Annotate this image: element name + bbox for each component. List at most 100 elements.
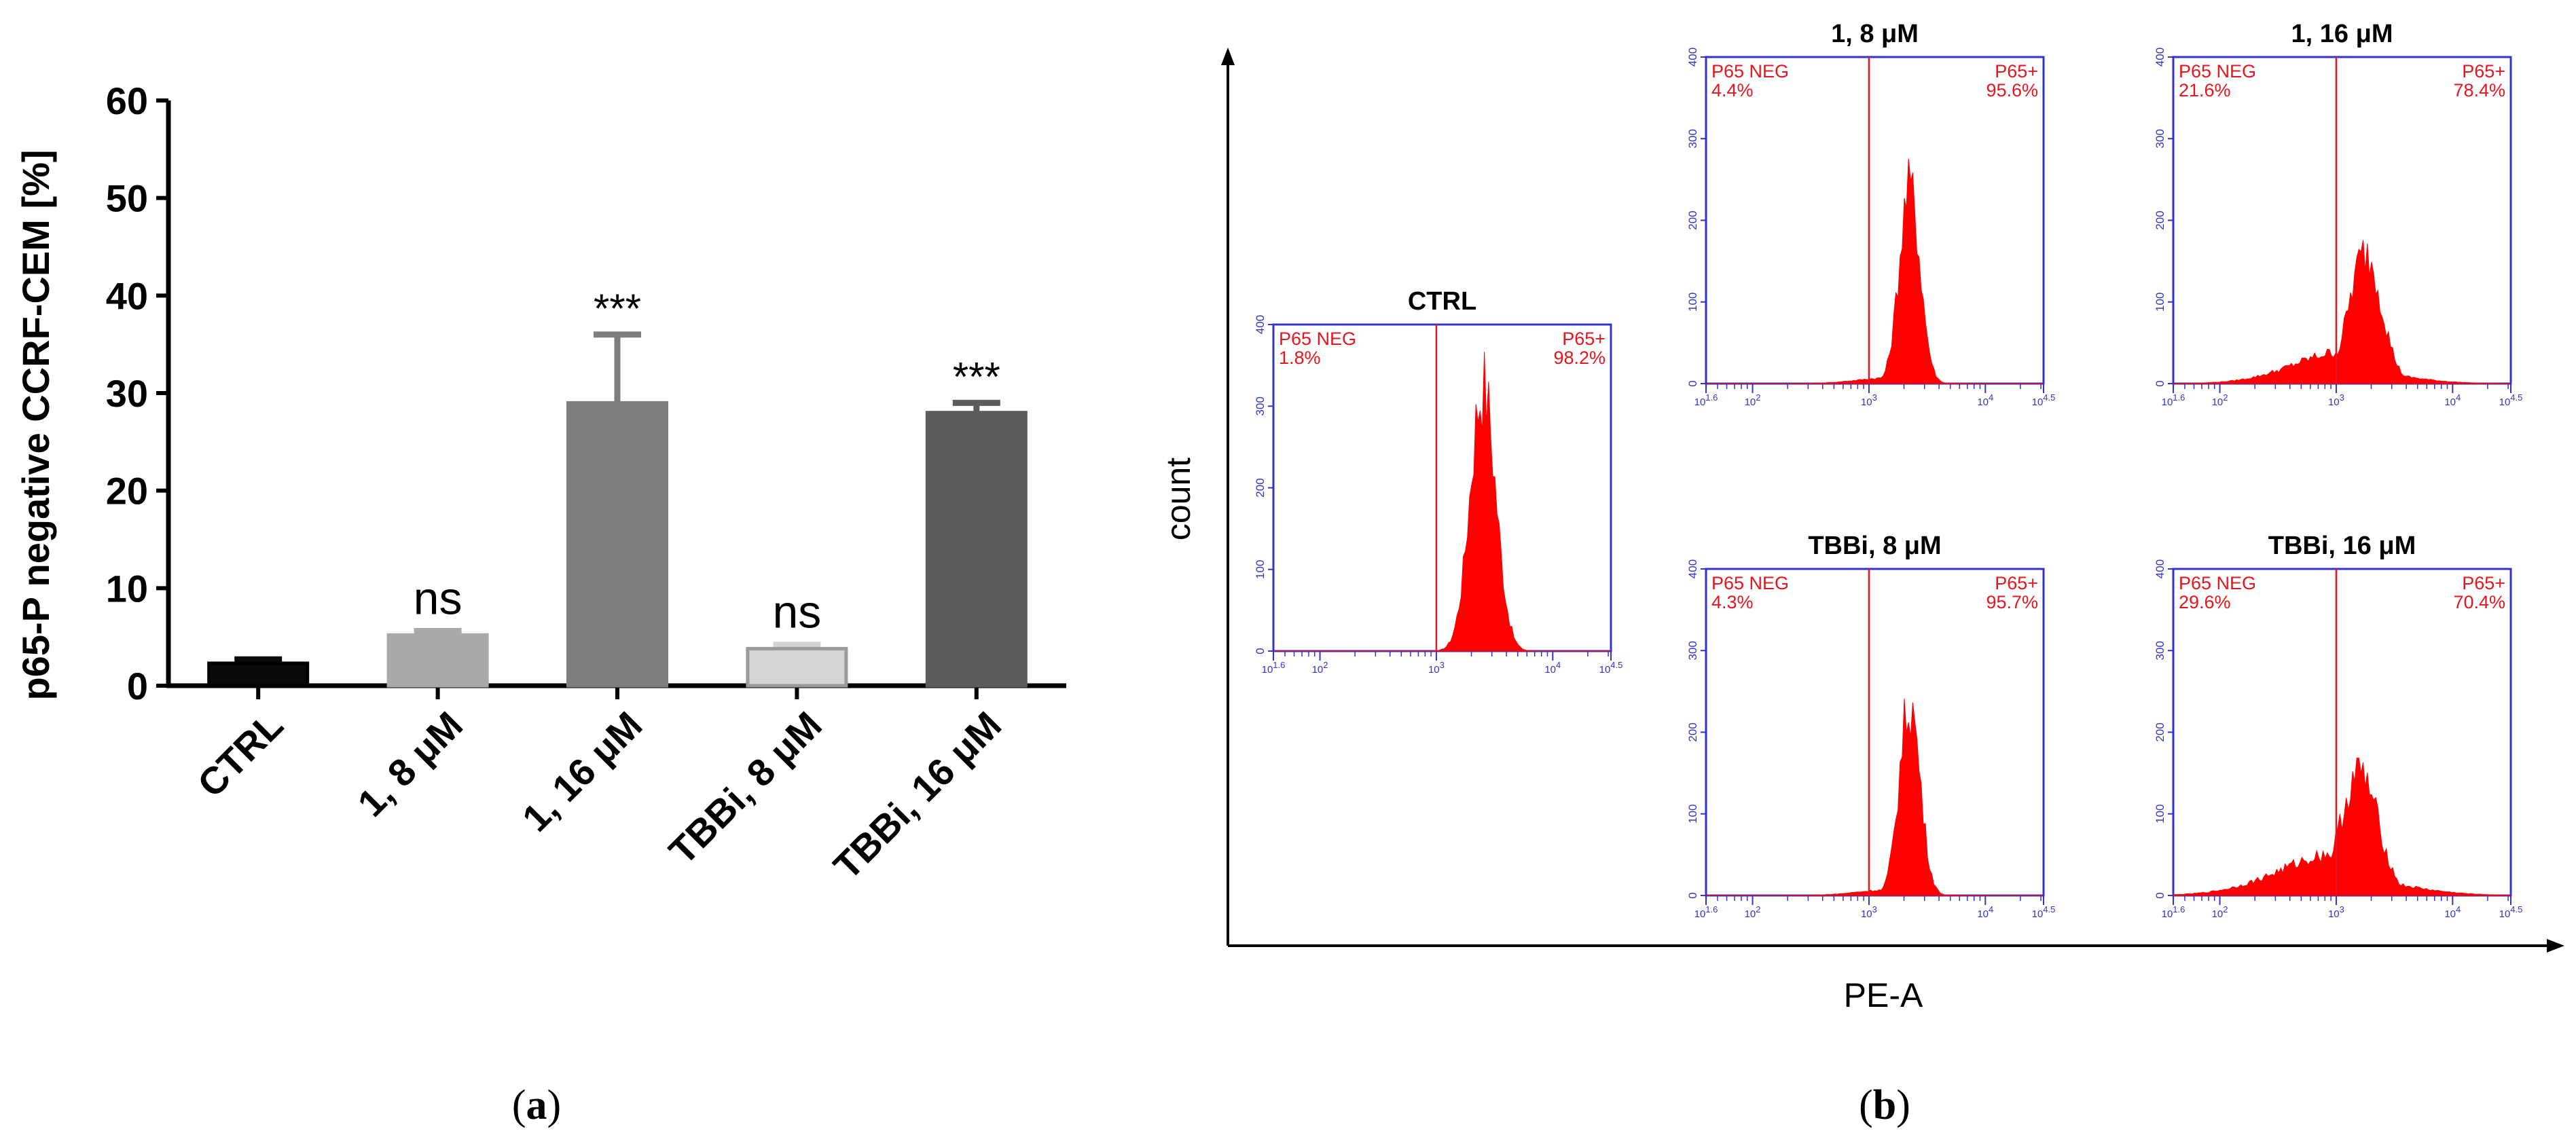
bar xyxy=(746,646,848,688)
gate-positive-label: P65+ xyxy=(2462,573,2505,593)
panel-a-label: (a) xyxy=(512,1082,561,1128)
histogram-subplot: TBBi, 8 μM 0 100 200 300 400 101.6 102 103 104 104… xyxy=(1686,532,2055,920)
y-tick-label: 60 xyxy=(106,79,148,122)
bar xyxy=(925,411,1028,688)
x-tick-label: TBBi, 8 μM xyxy=(661,703,830,872)
histogram-y-tick-label: 100 xyxy=(2154,805,2166,824)
histogram-subplot: CTRL 0 100 200 300 400 101.6 102 103 104 104.5 P65 … xyxy=(1254,287,1622,676)
significance-label: ns xyxy=(772,587,821,638)
histogram-y-tick-label: 200 xyxy=(1686,210,1699,229)
histogram-subplots: CTRL 0 100 200 300 400 101.6 102 103 104 104.5 P65 … xyxy=(1254,20,2522,920)
histogram-y-tick-label: 200 xyxy=(2154,210,2166,229)
gate-positive-percent: 95.7% xyxy=(1986,592,2038,612)
outer-x-axis-label: PE-A xyxy=(1844,976,1923,1014)
gate-positive-percent: 70.4% xyxy=(2453,592,2505,612)
gate-negative-label: P65 NEG xyxy=(2179,573,2256,593)
histogram-y-tick-label: 300 xyxy=(2154,129,2166,148)
outer-y-axis-arrowhead xyxy=(1221,48,1235,65)
histogram-title: 1, 8 μM xyxy=(1831,20,1919,48)
x-tick-label: 1, 8 μM xyxy=(349,703,471,825)
gate-negative-label: P65 NEG xyxy=(2179,61,2256,81)
histogram-y-tick-label: 200 xyxy=(1686,722,1699,741)
significance-label: ns xyxy=(414,573,462,625)
gate-positive-percent: 98.2% xyxy=(1553,348,1606,368)
histogram-y-tick-label: 100 xyxy=(1686,293,1699,312)
gate-negative-percent: 21.6% xyxy=(2179,80,2231,100)
histogram-x-tick-label: 102 xyxy=(1745,392,1761,408)
histogram-frame xyxy=(2172,56,2512,385)
histogram-y-tick-label: 300 xyxy=(1686,641,1699,660)
bar-chart-bars: ns *** ns *** xyxy=(207,286,1028,688)
panel-a-label-open: ( xyxy=(512,1082,526,1128)
histogram-y-tick-label: 400 xyxy=(2154,48,2166,67)
histogram-y-tick-label: 300 xyxy=(1686,129,1699,148)
gate-negative-label: P65 NEG xyxy=(1711,573,1789,593)
gate-positive-label: P65+ xyxy=(1562,329,1606,349)
panel-b-label: (b) xyxy=(1859,1082,1910,1128)
histogram-x-tick-label: 101.6 xyxy=(2162,392,2185,408)
histogram-y-tick-label: 100 xyxy=(1254,560,1267,579)
histogram-frame xyxy=(1705,568,2045,897)
histogram-title: TBBi, 16 μM xyxy=(2268,532,2416,560)
y-axis-label: p65-P negative CCRF-CEM [%] xyxy=(14,149,57,700)
histogram-x-tick-label: 102 xyxy=(1745,904,1761,920)
gate-positive-label: P65+ xyxy=(1995,61,2038,81)
histogram-y-tick-label: 300 xyxy=(1254,396,1267,415)
gate-positive-percent: 78.4% xyxy=(2453,80,2505,100)
bar-chart-panel-a: p65-P negative CCRF-CEM [%] 0 10 20 30 40 50 6… xyxy=(14,79,1066,1128)
histogram-y-tick-label: 400 xyxy=(1254,315,1267,334)
histogram-y-tick-label: 400 xyxy=(1686,48,1699,67)
histogram-y-tick-label: 100 xyxy=(1686,805,1699,824)
histogram-x-tick-label: 101.6 xyxy=(1262,660,1286,676)
histogram-x-tick-label: 103 xyxy=(2328,904,2344,920)
gate-negative-label: P65 NEG xyxy=(1711,61,1789,81)
histogram-frame xyxy=(1272,323,1612,652)
y-tick-label: 50 xyxy=(106,177,148,220)
histogram-subplot: 1, 8 μM 0 100 200 300 400 101.6 102 103 104 104.5 P… xyxy=(1686,20,2055,408)
histogram-y-tick-label: 0 xyxy=(2154,892,2166,898)
histogram-y-tick-label: 200 xyxy=(2154,722,2166,741)
histogram-x-tick-label: 104.5 xyxy=(2032,904,2056,920)
gate-positive-label: P65+ xyxy=(2462,61,2505,81)
gate-positive-percent: 95.6% xyxy=(1986,80,2038,100)
histogram-title: CTRL xyxy=(1408,287,1476,316)
histogram-x-tick-label: 101.6 xyxy=(1694,392,1718,408)
histogram-area xyxy=(2173,758,2511,896)
panel-b-label-open: ( xyxy=(1859,1082,1873,1128)
histogram-x-tick-label: 104.5 xyxy=(1599,660,1623,676)
bar xyxy=(566,401,668,688)
significance-label: *** xyxy=(594,286,641,331)
gate-negative-percent: 4.4% xyxy=(1711,80,1754,100)
histogram-y-tick-label: 300 xyxy=(2154,641,2166,660)
histogram-subplot: 1, 16 μM 0 100 200 300 400 101.6 102 103 104 104.5… xyxy=(2154,20,2522,408)
bar xyxy=(386,633,489,688)
y-tick-label: 20 xyxy=(106,470,148,513)
panel-b-label-close: ) xyxy=(1896,1082,1910,1128)
gate-negative-percent: 1.8% xyxy=(1279,348,1321,368)
x-tick-label: 1, 16 μM xyxy=(514,703,651,840)
bar xyxy=(207,661,310,688)
histogram-x-tick-label: 101.6 xyxy=(1694,904,1718,920)
histogram-y-tick-label: 100 xyxy=(2154,293,2166,312)
histogram-y-tick-label: 0 xyxy=(1254,648,1267,654)
gate-negative-percent: 4.3% xyxy=(1711,592,1754,612)
histogram-x-tick-label: 104 xyxy=(2444,392,2461,408)
histogram-x-tick-label: 103 xyxy=(2328,392,2344,408)
histogram-x-tick-label: 104 xyxy=(1977,904,1993,920)
histogram-x-tick-label: 104 xyxy=(1544,660,1561,676)
flow-cytometry-panel-b: count PE-A CTRL 0 100 200 300 400 101.6 102 103 1… xyxy=(1159,20,2564,1128)
gate-negative-percent: 29.6% xyxy=(2179,592,2231,612)
histogram-title: TBBi, 8 μM xyxy=(1808,532,1941,560)
histogram-x-tick-label: 104.5 xyxy=(2499,904,2523,920)
histogram-x-tick-label: 104.5 xyxy=(2032,392,2056,408)
significance-label: *** xyxy=(953,354,1000,399)
outer-y-axis-label: count xyxy=(1159,458,1197,540)
histogram-y-tick-label: 200 xyxy=(1254,478,1267,497)
histogram-x-tick-label: 102 xyxy=(2212,392,2228,408)
histogram-x-tick-label: 103 xyxy=(1861,904,1877,920)
histogram-x-tick-label: 104 xyxy=(2444,904,2461,920)
y-tick-label: 0 xyxy=(127,665,148,707)
histogram-area xyxy=(2173,240,2511,384)
histogram-x-tick-label: 104.5 xyxy=(2499,392,2523,408)
